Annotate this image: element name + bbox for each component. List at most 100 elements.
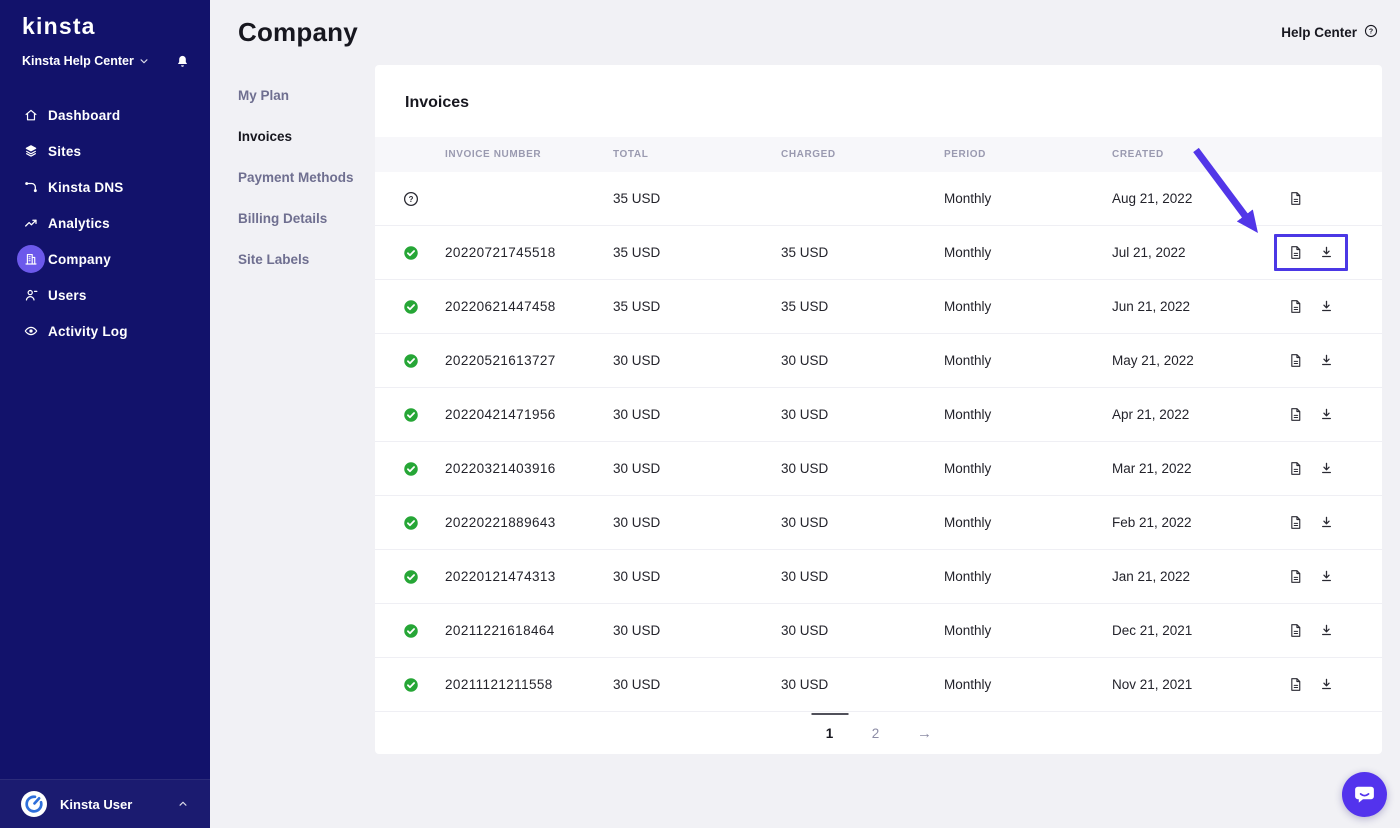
table-row: 20220521613727 30 USD 30 USD Monthly May 21,… bbox=[375, 334, 1382, 388]
main-area: Company Help Center ? My Plan Invoices Pay… bbox=[210, 0, 1400, 828]
subnav-item-invoices[interactable]: Invoices bbox=[238, 129, 293, 144]
invoice-period: Monthly bbox=[944, 623, 992, 638]
user-menu[interactable]: Kinsta User bbox=[0, 779, 210, 828]
invoice-created: Aug 21, 2022 bbox=[1112, 191, 1193, 206]
invoice-created: Dec 21, 2021 bbox=[1112, 623, 1193, 638]
sidebar-item-analytics[interactable]: Analytics bbox=[0, 205, 210, 241]
invoice-actions bbox=[1274, 612, 1348, 649]
highlighted-invoice-actions bbox=[1274, 234, 1348, 271]
table-row: 20220221889643 30 USD 30 USD Monthly Feb 21,… bbox=[375, 496, 1382, 550]
invoice-charged: 30 USD bbox=[781, 569, 829, 584]
sidebar-item-sites[interactable]: Sites bbox=[0, 133, 210, 169]
invoice-total: 30 USD bbox=[613, 461, 661, 476]
card-title: Invoices bbox=[405, 94, 470, 111]
col-created: CREATED bbox=[1112, 149, 1164, 160]
help-center-label: Help Center bbox=[1281, 25, 1357, 40]
sidebar-item-label: Company bbox=[48, 251, 111, 267]
view-invoice-icon[interactable] bbox=[1287, 298, 1304, 315]
kinsta-logo[interactable]: kinsta bbox=[22, 13, 96, 39]
sidebar-item-label: Analytics bbox=[48, 215, 110, 231]
invoice-created: Jan 21, 2022 bbox=[1112, 569, 1191, 584]
paid-status-icon bbox=[375, 568, 440, 586]
bell-icon[interactable] bbox=[175, 53, 190, 68]
table-row: 20220721745518 35 USD 35 USD Monthly Jul 21,… bbox=[375, 226, 1382, 280]
download-invoice-icon[interactable] bbox=[1318, 514, 1335, 531]
help-center-link[interactable]: Help Center ? bbox=[1281, 23, 1379, 42]
invoice-total: 30 USD bbox=[613, 515, 661, 530]
table-row: ? 35 USD Monthly Aug 21, 2022 bbox=[375, 172, 1382, 226]
view-invoice-icon[interactable] bbox=[1287, 352, 1304, 369]
pagination: 1 2 → bbox=[375, 712, 1382, 754]
col-charged: CHARGED bbox=[781, 149, 836, 160]
eye-icon bbox=[17, 317, 45, 345]
paid-status-icon bbox=[375, 244, 440, 262]
home-icon bbox=[17, 101, 45, 129]
paid-status-icon bbox=[375, 676, 440, 694]
subnav-item-my-plan[interactable]: My Plan bbox=[238, 88, 290, 103]
invoice-actions bbox=[1274, 558, 1348, 595]
subnav-item-billing-details[interactable]: Billing Details bbox=[238, 211, 328, 226]
sidebar-item-kinsta-dns[interactable]: Kinsta DNS bbox=[0, 169, 210, 205]
invoices-card: Invoices INVOICE NUMBER TOTAL CHARGED PE… bbox=[375, 65, 1382, 754]
invoice-period: Monthly bbox=[944, 677, 992, 692]
download-invoice-icon[interactable] bbox=[1318, 460, 1335, 477]
download-invoice-icon[interactable] bbox=[1318, 622, 1335, 639]
view-invoice-icon[interactable] bbox=[1287, 244, 1304, 261]
invoice-charged: 30 USD bbox=[781, 461, 829, 476]
view-invoice-icon[interactable] bbox=[1287, 514, 1304, 531]
subnav-item-payment-methods[interactable]: Payment Methods bbox=[238, 170, 354, 185]
download-invoice-icon[interactable] bbox=[1318, 568, 1335, 585]
pagination-next-button[interactable]: → bbox=[917, 724, 932, 742]
workspace-selector[interactable]: Kinsta Help Center bbox=[0, 44, 210, 68]
user-icon bbox=[17, 281, 45, 309]
download-invoice-icon[interactable] bbox=[1318, 244, 1335, 261]
invoice-period: Monthly bbox=[944, 353, 992, 368]
trending-up-icon bbox=[17, 209, 45, 237]
invoice-period: Monthly bbox=[944, 569, 992, 584]
intercom-chat-button[interactable] bbox=[1342, 772, 1387, 817]
user-name: Kinsta User bbox=[60, 796, 133, 812]
invoice-created: Nov 21, 2021 bbox=[1112, 677, 1193, 692]
help-question-icon: ? bbox=[1363, 23, 1379, 42]
sidebar-item-company[interactable]: Company bbox=[0, 241, 210, 277]
invoice-number: 20211121211558 bbox=[445, 677, 553, 692]
subnav-item-site-labels[interactable]: Site Labels bbox=[238, 252, 310, 267]
download-invoice-icon[interactable] bbox=[1318, 352, 1335, 369]
invoice-charged: 35 USD bbox=[781, 245, 829, 260]
pagination-page-1[interactable]: 1 bbox=[825, 725, 834, 741]
sidebar-nav: Dashboard Sites Kinsta DNS Analytics Company… bbox=[0, 97, 210, 349]
view-invoice-icon[interactable] bbox=[1287, 676, 1304, 693]
invoice-created: Mar 21, 2022 bbox=[1112, 461, 1192, 476]
invoice-period: Monthly bbox=[944, 515, 992, 530]
download-invoice-icon[interactable] bbox=[1318, 676, 1335, 693]
invoice-total: 30 USD bbox=[613, 353, 661, 368]
invoice-total: 30 USD bbox=[613, 677, 661, 692]
table-header: INVOICE NUMBER TOTAL CHARGED PERIOD CREA… bbox=[375, 137, 1382, 172]
invoice-total: 35 USD bbox=[613, 245, 661, 260]
content: My Plan Invoices Payment Methods Billing De… bbox=[210, 65, 1400, 754]
chevron-up-icon bbox=[176, 797, 190, 811]
invoice-period: Monthly bbox=[944, 191, 992, 206]
download-invoice-icon[interactable] bbox=[1318, 406, 1335, 423]
pagination-page-2[interactable]: 2 bbox=[871, 725, 880, 741]
view-invoice-icon[interactable] bbox=[1287, 460, 1304, 477]
table-body: ? 35 USD Monthly Aug 21, 2022 20220721745518… bbox=[375, 172, 1382, 712]
pending-status-icon: ? bbox=[375, 190, 440, 208]
sidebar-item-label: Activity Log bbox=[48, 323, 128, 339]
col-period: PERIOD bbox=[944, 149, 986, 160]
download-invoice-icon[interactable] bbox=[1318, 298, 1335, 315]
svg-text:?: ? bbox=[409, 194, 414, 203]
invoice-number: 20220621447458 bbox=[445, 299, 556, 314]
view-invoice-icon[interactable] bbox=[1287, 622, 1304, 639]
view-invoice-icon[interactable] bbox=[1287, 190, 1304, 207]
sidebar-item-dashboard[interactable]: Dashboard bbox=[0, 97, 210, 133]
invoice-period: Monthly bbox=[944, 407, 992, 422]
sidebar-item-users[interactable]: Users bbox=[0, 277, 210, 313]
svg-text:?: ? bbox=[1369, 28, 1373, 35]
view-invoice-icon[interactable] bbox=[1287, 568, 1304, 585]
workspace-name: Kinsta Help Center bbox=[22, 53, 134, 68]
view-invoice-icon[interactable] bbox=[1287, 406, 1304, 423]
paid-status-icon bbox=[375, 352, 440, 370]
sidebar-item-activity-log[interactable]: Activity Log bbox=[0, 313, 210, 349]
invoice-number: 20220121474313 bbox=[445, 569, 556, 584]
